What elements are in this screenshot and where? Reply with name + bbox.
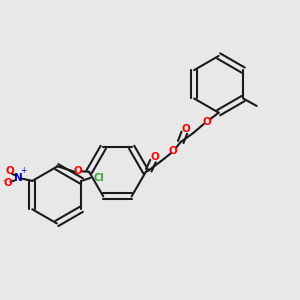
Text: O: O <box>202 117 211 127</box>
Text: Cl: Cl <box>93 173 104 183</box>
Text: O: O <box>5 167 14 176</box>
Text: ⁻: ⁻ <box>2 177 6 186</box>
Text: +: + <box>20 166 26 175</box>
Text: N: N <box>14 173 22 183</box>
Text: O: O <box>74 166 82 176</box>
Text: O: O <box>150 152 159 162</box>
Text: O: O <box>182 124 190 134</box>
Text: O: O <box>169 146 178 156</box>
Text: O: O <box>3 178 12 188</box>
